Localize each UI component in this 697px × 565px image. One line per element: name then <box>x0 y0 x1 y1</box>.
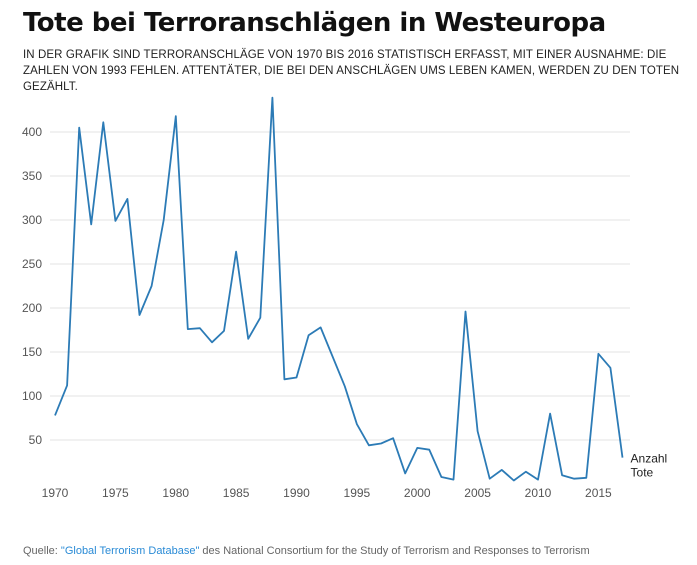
x-tick-label: 2010 <box>525 486 552 500</box>
x-tick-label: 1990 <box>283 486 310 500</box>
page-title: Tote bei Terroranschlägen in Westeuropa <box>23 8 606 38</box>
x-tick-label: 2000 <box>404 486 431 500</box>
y-tick-label: 350 <box>22 169 42 183</box>
line-chart: 50 100 150 200 250 300 350 400 1970 1975 1980 1985… <box>22 96 668 500</box>
x-tick-label: 1975 <box>102 486 129 500</box>
y-tick-label: 400 <box>22 125 42 139</box>
x-tick-label: 2015 <box>585 486 612 500</box>
series-line-anzahl-tote <box>54 96 624 482</box>
x-tick-label: 1985 <box>223 486 250 500</box>
y-tick-label: 200 <box>22 301 42 315</box>
y-tick-label: 50 <box>29 433 43 447</box>
x-tick-label: 1970 <box>42 486 69 500</box>
y-axis-ticks: 50 100 150 200 250 300 350 400 <box>22 125 42 447</box>
x-tick-label: 1995 <box>344 486 371 500</box>
source-note: Quelle: "Global Terrorism Database" des … <box>23 545 590 557</box>
source-prefix: Quelle: <box>23 545 61 557</box>
source-suffix: des National Consortium for the Study of… <box>199 545 590 557</box>
series-label: Tote <box>631 466 654 480</box>
y-tick-label: 250 <box>22 257 42 271</box>
y-tick-label: 150 <box>22 345 42 359</box>
x-tick-label: 2005 <box>464 486 491 500</box>
grid-lines <box>50 131 630 441</box>
page-subtitle: In der Grafik sind Terroranschläge von 1… <box>23 49 680 93</box>
source-link[interactable]: "Global Terrorism Database" <box>60 545 200 557</box>
y-tick-label: 300 <box>22 213 42 227</box>
series-label: Anzahl <box>631 452 668 466</box>
x-tick-label: 1980 <box>162 486 189 500</box>
y-tick-label: 100 <box>22 389 42 403</box>
x-axis-ticks: 1970 1975 1980 1985 1990 1995 2000 2005 2010 2015 <box>42 486 612 500</box>
